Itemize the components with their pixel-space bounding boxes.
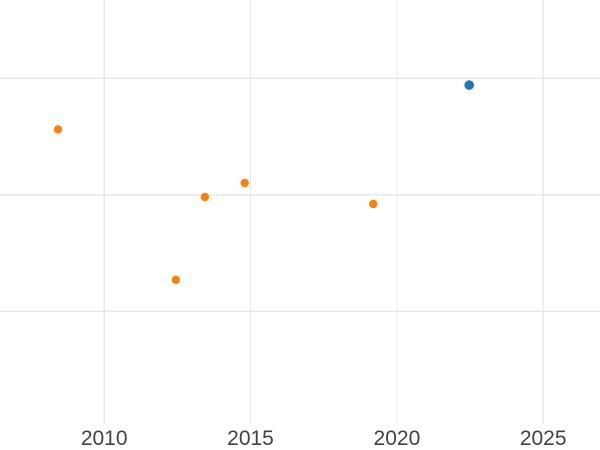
- x-tick-label: 2015: [227, 427, 274, 450]
- scatter-point-blue-series: [464, 80, 475, 90]
- x-tick-label: 2020: [374, 427, 421, 450]
- scatter-point-orange-series: [171, 275, 181, 284]
- scatter-point-orange-series: [240, 178, 249, 188]
- x-tick-label: 2025: [520, 427, 567, 450]
- scatter-point-orange-series: [369, 199, 378, 209]
- x-tick-label: 2010: [81, 427, 128, 450]
- scatter-point-orange-series: [200, 192, 210, 202]
- scatter-point-orange-series: [53, 125, 63, 134]
